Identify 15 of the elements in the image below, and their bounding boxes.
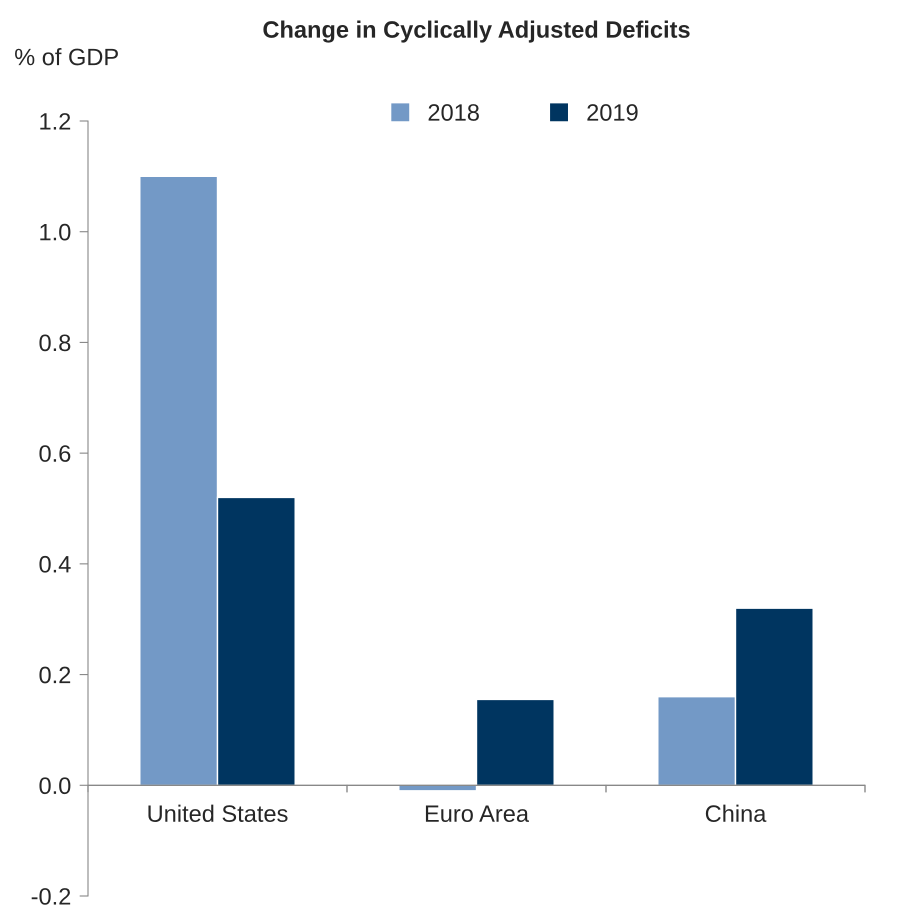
y-axis-title: % of GDP — [15, 48, 118, 66]
x-tick-label: United States — [148, 804, 288, 822]
y-tick-label: 0.2 — [39, 666, 70, 684]
y-tick-label: 1.0 — [40, 224, 70, 240]
legend-label: 2019 — [587, 104, 638, 121]
y-tick-label: 0.4 — [39, 556, 71, 573]
legend-label: 2018 — [428, 104, 479, 121]
y-tick-label: -0.2 — [32, 888, 70, 905]
y-tick-label: 0.6 — [39, 445, 70, 462]
y-tick-label: 0.0 — [39, 777, 70, 794]
x-tick-label: Euro Area — [426, 806, 530, 822]
x-tick-label: China — [706, 804, 766, 822]
chart-title: Change in Cyclically Adjusted Deficits — [263, 20, 690, 43]
y-tick-label: 1.2 — [40, 113, 70, 130]
y-tick-label: 0.8 — [39, 334, 70, 352]
